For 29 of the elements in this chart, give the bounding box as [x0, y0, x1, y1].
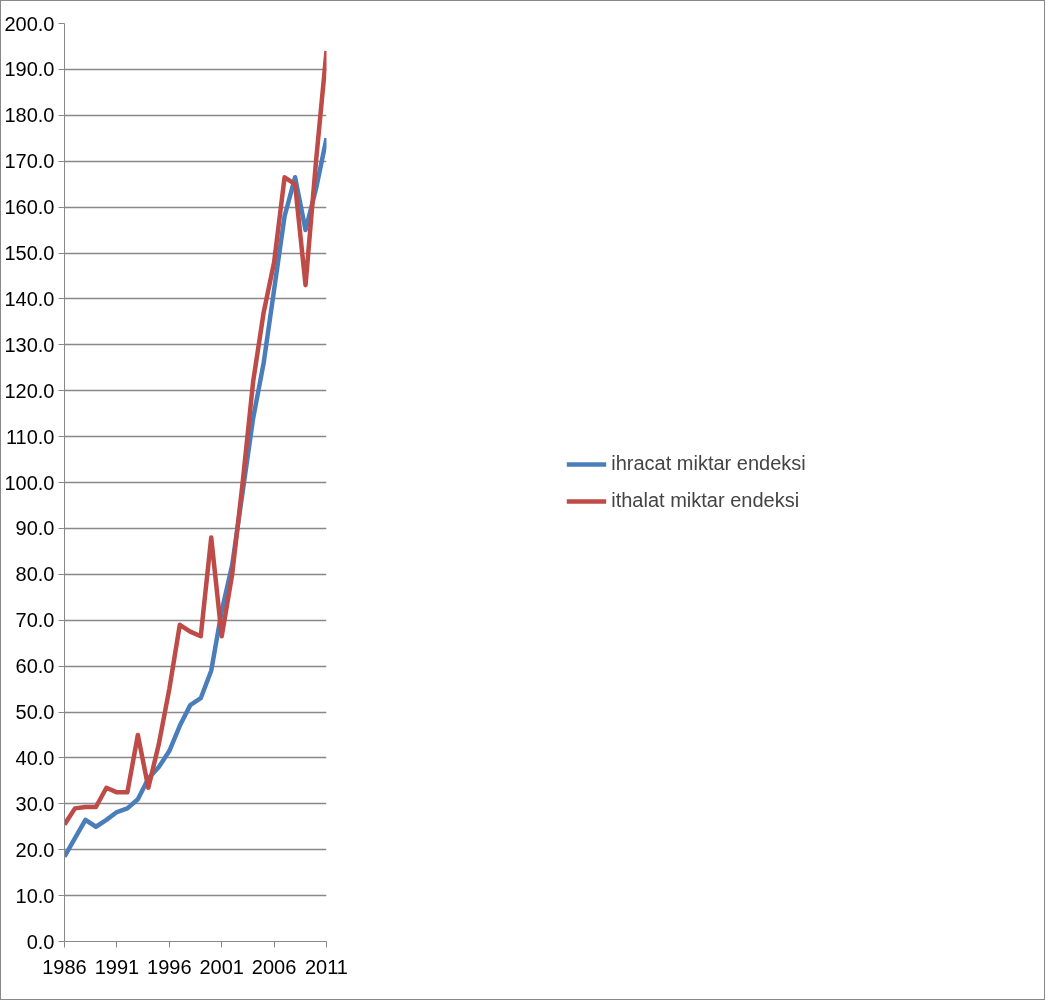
x-tick-label: 1996: [147, 955, 192, 978]
legend-label: ithalat miktar endeksi: [611, 489, 800, 512]
y-tick-label: 200.0: [4, 12, 55, 35]
y-tick-label: 60.0: [15, 655, 55, 678]
x-tick-label: 2001: [199, 955, 244, 978]
y-tick-label: 40.0: [15, 746, 55, 769]
y-tick-label: 20.0: [15, 838, 55, 861]
y-tick-label: 130.0: [4, 333, 55, 356]
y-tick-label: 180.0: [4, 104, 55, 127]
y-tick-label: 120.0: [4, 379, 55, 402]
y-tick-label: 160.0: [4, 196, 55, 219]
x-tick-label: 1991: [94, 955, 140, 978]
y-tick-label: 10.0: [15, 884, 55, 907]
y-tick-label: 190.0: [4, 58, 55, 81]
y-tick-label: 0.0: [26, 930, 55, 953]
y-tick-label: 90.0: [15, 517, 55, 540]
y-tick-label: 80.0: [15, 563, 55, 586]
x-tick-label: 2011: [305, 955, 349, 978]
y-tick-label: 150.0: [4, 242, 55, 264]
y-tick-label: 30.0: [15, 792, 55, 815]
legend-label: ihracat miktar endeksi: [611, 452, 806, 475]
y-tick-label: 50.0: [15, 701, 55, 723]
x-tick-label: 1986: [42, 955, 87, 978]
y-tick-label: 140.0: [4, 287, 55, 310]
y-tick-label: 100.0: [4, 471, 55, 494]
y-tick-label: 170.0: [4, 150, 55, 173]
x-tick-label: 2006: [251, 955, 297, 978]
y-tick-label: 110.0: [5, 425, 55, 448]
y-tick-label: 70.0: [15, 609, 55, 632]
